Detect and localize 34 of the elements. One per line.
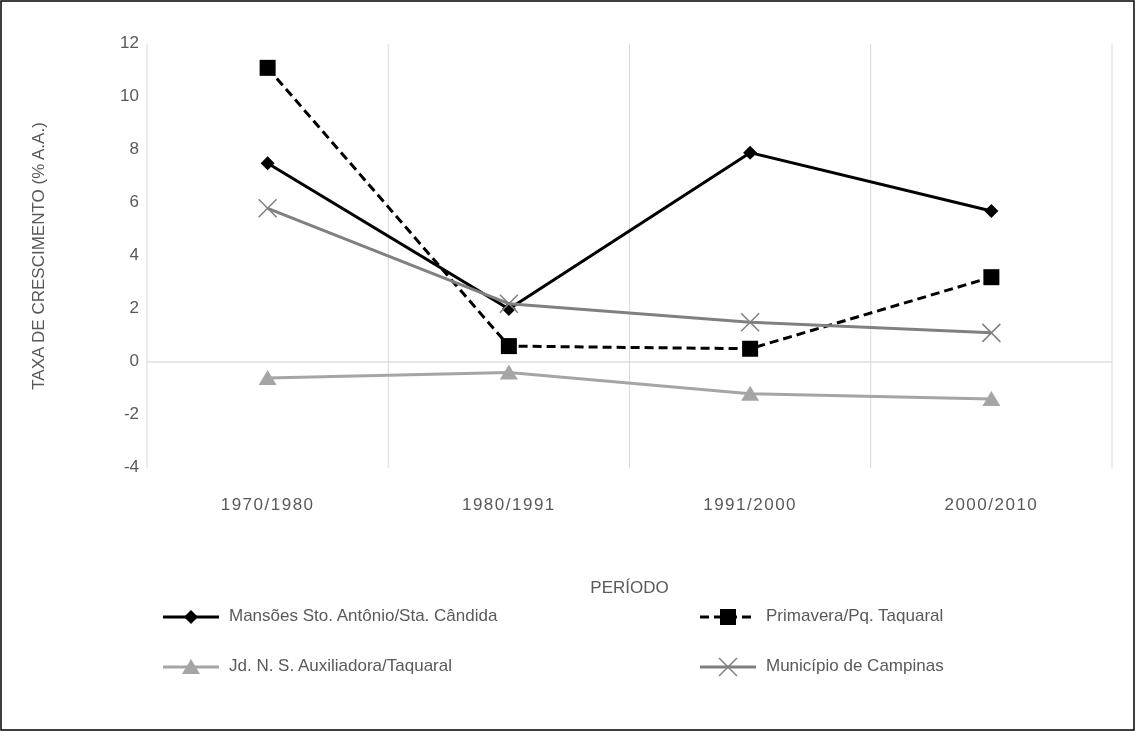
point bbox=[740, 312, 760, 332]
legend-label: Mansões Sto. Antônio/Sta. Cândida bbox=[229, 606, 498, 626]
point bbox=[257, 198, 278, 219]
point bbox=[741, 385, 760, 401]
y-tick-label: 4 bbox=[129, 245, 139, 265]
point bbox=[259, 59, 276, 76]
legend-label: Município de Campinas bbox=[766, 656, 944, 676]
point bbox=[499, 293, 519, 314]
point bbox=[743, 145, 758, 160]
x-axis-title: PERÍODO bbox=[590, 578, 669, 597]
point bbox=[500, 338, 517, 355]
y-tick-label: 2 bbox=[129, 298, 139, 318]
legend-label: Jd. N. S. Auxiliadora/Taquaral bbox=[229, 656, 453, 676]
y-axis-title: TAXA DE CRESCIMENTO (% A.A.) bbox=[29, 122, 48, 390]
y-tick-label: -4 bbox=[123, 457, 139, 477]
point bbox=[981, 323, 1002, 343]
y-tick-label: 0 bbox=[129, 351, 139, 371]
point bbox=[983, 269, 1000, 286]
point bbox=[742, 340, 759, 357]
y-tick-label: 6 bbox=[129, 192, 139, 212]
point bbox=[258, 369, 277, 385]
point bbox=[982, 391, 1001, 407]
y-tick-label: 12 bbox=[120, 33, 139, 53]
y-tick-label: 10 bbox=[120, 86, 139, 106]
point bbox=[984, 203, 999, 218]
x-tick-label: 1970/1980 bbox=[220, 495, 315, 514]
x-tick-label: 1991/2000 bbox=[703, 495, 798, 514]
point bbox=[260, 156, 275, 171]
x-tick-label: 1980/1991 bbox=[461, 495, 556, 514]
y-tick-label: -2 bbox=[123, 404, 139, 424]
legend-label: Primavera/Pq. Taquaral bbox=[766, 606, 944, 626]
y-tick-label: 8 bbox=[129, 139, 139, 159]
x-tick-label: 2000/2010 bbox=[944, 495, 1039, 514]
point bbox=[499, 364, 518, 380]
